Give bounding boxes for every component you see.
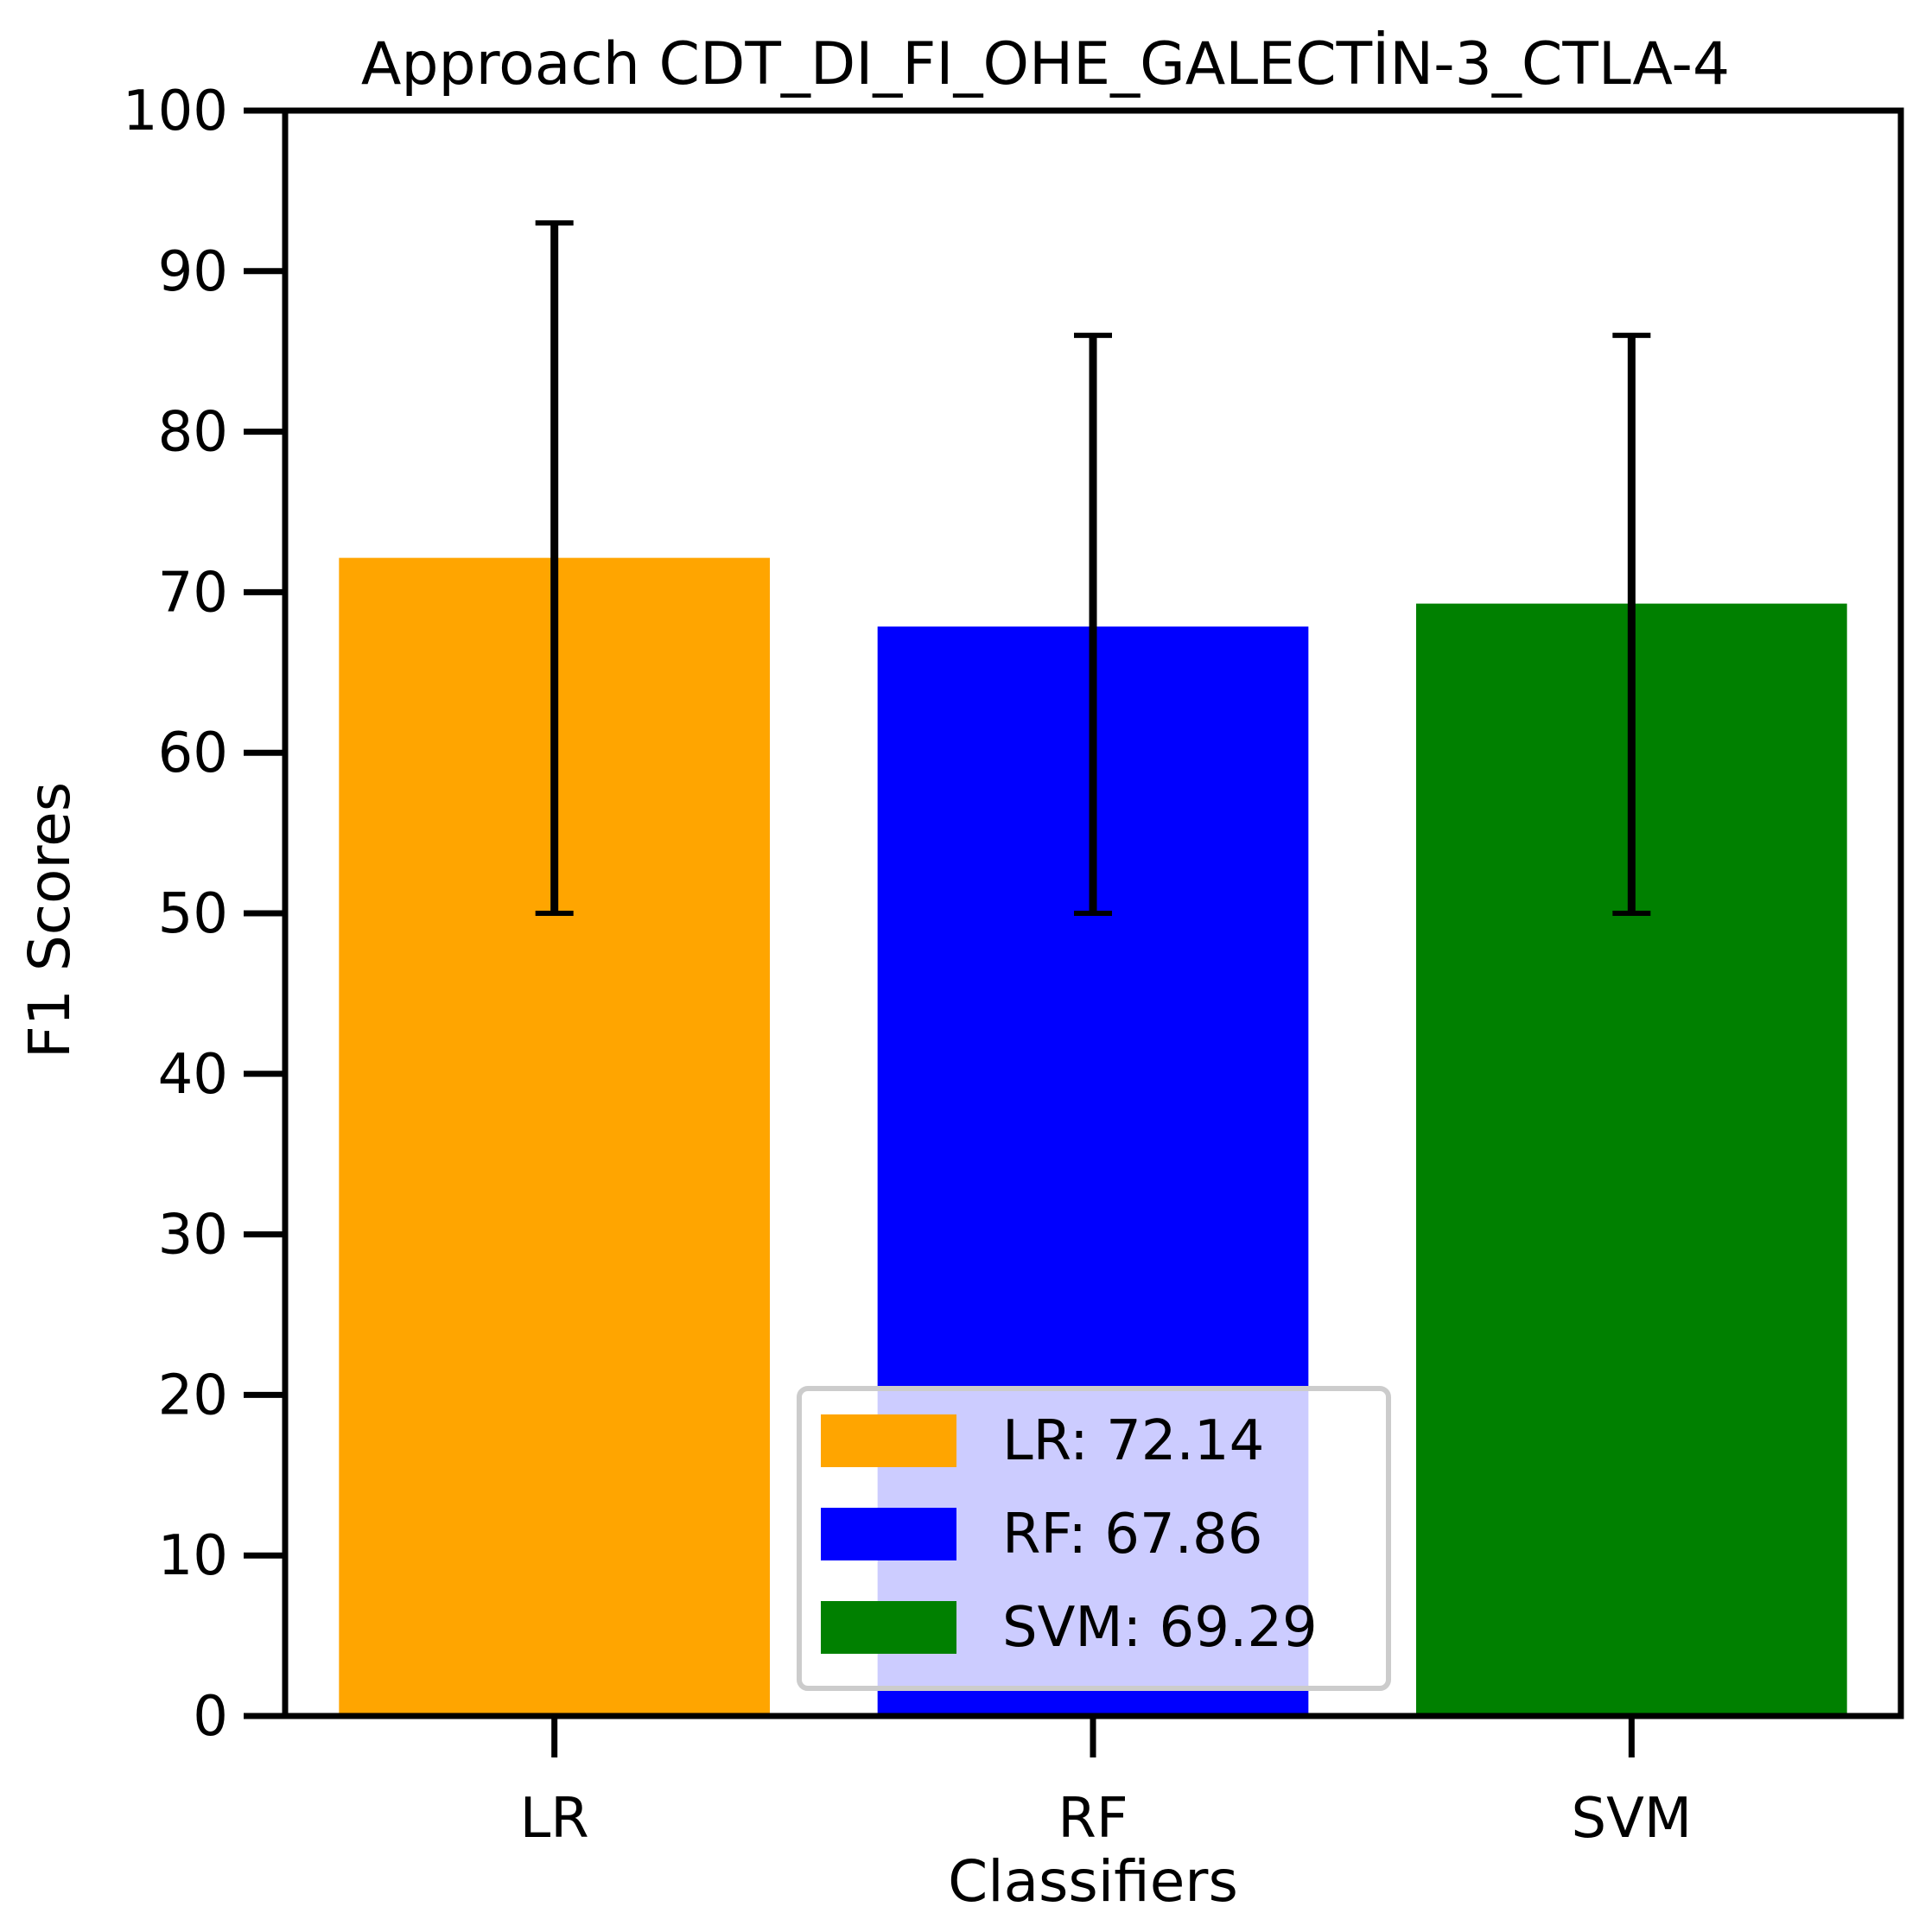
y-tick-label: 30 xyxy=(158,1204,228,1268)
y-tick-label: 0 xyxy=(193,1685,228,1749)
legend-swatch-rf xyxy=(821,1508,956,1560)
y-tick-label: 20 xyxy=(158,1363,228,1427)
error-bars xyxy=(535,220,1651,916)
chart-title: Approach CDT_DI_FI_OHE_GALECTİN-3_CTLA-4 xyxy=(361,30,1730,99)
y-tick-label: 10 xyxy=(158,1524,228,1588)
legend: LR: 72.14 RF: 67.86 SVM: 69.29 xyxy=(797,1386,1391,1691)
legend-label: SVM: 69.29 xyxy=(1002,1596,1318,1660)
x-tick-label: LR xyxy=(520,1787,589,1851)
plot-frame xyxy=(282,107,1904,1719)
x-tick-label: RF xyxy=(1058,1787,1128,1851)
y-tick-label: 100 xyxy=(123,79,228,143)
legend-swatch-svm xyxy=(821,1601,956,1654)
x-axis-ticks: LR RF SVM xyxy=(520,1716,1693,1851)
x-tick-label: SVM xyxy=(1572,1787,1693,1851)
y-tick-label: 80 xyxy=(158,401,228,465)
y-tick-label: 60 xyxy=(158,721,228,785)
y-axis-label: F1 Scores xyxy=(16,782,83,1058)
y-tick-label: 50 xyxy=(158,882,228,946)
legend-label: LR: 72.14 xyxy=(1002,1409,1264,1473)
x-axis-label: Classifiers xyxy=(948,1848,1238,1915)
y-tick-label: 40 xyxy=(158,1043,228,1107)
legend-swatch-lr xyxy=(821,1414,956,1467)
y-axis-ticks: 0 10 20 30 40 50 60 70 80 90 100 xyxy=(123,79,285,1749)
y-tick-label: 90 xyxy=(158,240,228,304)
legend-label: RF: 67.86 xyxy=(1002,1503,1262,1567)
y-tick-label: 70 xyxy=(158,561,228,625)
